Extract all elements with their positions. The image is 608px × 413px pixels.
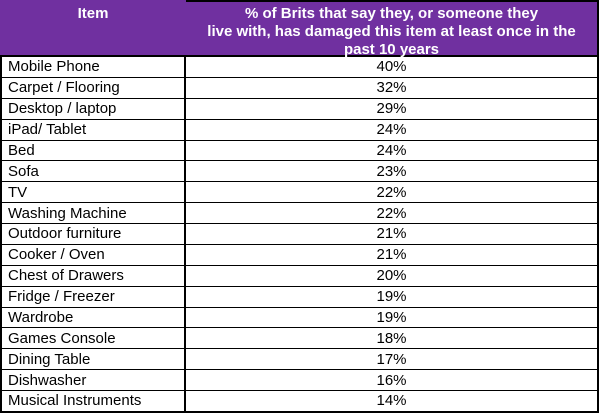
column-header-percentage-line1: % of Brits that say they, or someone the… bbox=[244, 5, 539, 22]
table-row: Musical Instruments 14% bbox=[2, 390, 597, 411]
item-cell: Fridge / Freezer bbox=[2, 286, 186, 307]
table-row: Mobile Phone 40% bbox=[2, 57, 597, 77]
table-header-row: Item % of Brits that say they, or someon… bbox=[0, 0, 597, 58]
item-cell: Musical Instruments bbox=[2, 391, 186, 411]
value-cell: 19% bbox=[376, 308, 407, 326]
table-row: TV 22% bbox=[2, 181, 597, 203]
value-cell: 40% bbox=[376, 58, 407, 76]
table-body: Mobile Phone 40% Carpet / Flooring 32% D… bbox=[0, 57, 597, 411]
item-cell: Sofa bbox=[2, 161, 186, 182]
item-cell: Dining Table bbox=[2, 349, 186, 370]
item-cell: Cooker / Oven bbox=[2, 244, 186, 265]
table-row: Games Console 18% bbox=[2, 327, 597, 349]
value-cell: 20% bbox=[376, 267, 407, 285]
item-cell: Chest of Drawers bbox=[2, 265, 186, 286]
item-cell: Mobile Phone bbox=[2, 57, 186, 77]
value-cell: 21% bbox=[376, 225, 407, 243]
value-cell: 24% bbox=[376, 121, 407, 139]
value-cell: 22% bbox=[376, 183, 407, 201]
value-cell: 19% bbox=[376, 288, 407, 306]
value-cell: 32% bbox=[376, 79, 407, 97]
table-row: iPad/ Tablet 24% bbox=[2, 118, 597, 140]
table-row: Bed 24% bbox=[2, 139, 597, 161]
column-header-percentage-line3: past 10 years bbox=[343, 41, 440, 58]
column-header-percentage-line2: live with, has damaged this item at leas… bbox=[207, 23, 576, 40]
column-header-item: Item bbox=[77, 5, 109, 22]
table-row: Sofa 23% bbox=[2, 160, 597, 182]
value-cell: 24% bbox=[376, 141, 407, 159]
table-row: Outdoor furniture 21% bbox=[2, 223, 597, 244]
table-row: Desktop / laptop 29% bbox=[2, 97, 597, 119]
value-cell: 23% bbox=[376, 162, 407, 180]
table-row: Dining Table 17% bbox=[2, 348, 597, 370]
item-cell: iPad/ Tablet bbox=[2, 119, 186, 140]
item-cell: Outdoor furniture bbox=[2, 224, 186, 244]
table-row: Wardrobe 19% bbox=[2, 306, 597, 328]
value-cell: 17% bbox=[376, 350, 407, 368]
value-cell: 16% bbox=[376, 371, 407, 389]
value-cell: 21% bbox=[376, 246, 407, 264]
value-cell: 22% bbox=[376, 204, 407, 222]
item-cell: Desktop / laptop bbox=[2, 98, 186, 119]
table-row: Chest of Drawers 20% bbox=[2, 264, 597, 286]
table-row: Dishwasher 16% bbox=[2, 369, 597, 390]
table-row: Cooker / Oven 21% bbox=[2, 243, 597, 265]
item-cell: TV bbox=[2, 182, 186, 203]
table-row: Carpet / Flooring 32% bbox=[2, 76, 597, 98]
item-cell: Washing Machine bbox=[2, 203, 186, 223]
item-cell: Games Console bbox=[2, 328, 186, 349]
table-row: Fridge / Freezer 19% bbox=[2, 285, 597, 307]
item-cell: Wardrobe bbox=[2, 307, 186, 328]
item-cell: Bed bbox=[2, 140, 186, 161]
column-header-percentage: % of Brits that say they, or someone the… bbox=[186, 0, 597, 58]
item-cell: Dishwasher bbox=[2, 370, 186, 390]
value-cell: 14% bbox=[376, 392, 407, 410]
item-cell: Carpet / Flooring bbox=[2, 77, 186, 98]
table-row: Washing Machine 22% bbox=[2, 202, 597, 223]
value-cell: 18% bbox=[376, 329, 407, 347]
value-cell: 29% bbox=[376, 100, 407, 118]
